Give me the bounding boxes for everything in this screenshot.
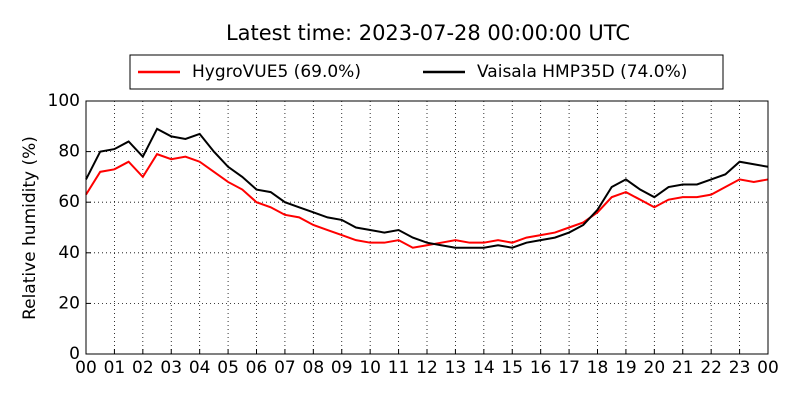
x-tick-label: 13 [445,358,467,378]
y-tick-label: 80 [58,142,80,162]
y-tick-label: 20 [58,293,80,313]
plot-frame [85,100,769,355]
series-line [85,127,769,249]
x-tick-label: 15 [501,358,523,378]
x-tick-label: 05 [217,358,239,378]
x-tick-label: 06 [246,358,268,378]
y-tick-label: 0 [69,344,80,364]
y-tick-label: 60 [58,192,80,212]
x-tick-label: 00 [75,358,97,378]
series-line [85,152,769,249]
chart-title: Latest time: 2023-07-28 00:00:00 UTC [226,21,630,45]
y-tick-label: 100 [48,91,80,111]
x-tick-label: 22 [700,358,722,378]
x-tick-label: 21 [672,358,694,378]
x-tick-label: 03 [160,358,182,378]
x-tick-label: 20 [644,358,666,378]
y-axis-label: Relative humidity (%) [20,136,40,320]
x-tick-label: 08 [303,358,325,378]
x-tick-label: 11 [388,358,410,378]
x-tick-label: 12 [416,358,438,378]
x-tick-label: 02 [132,358,154,378]
x-tick-label: 04 [189,358,211,378]
x-tick-label: 19 [615,358,637,378]
x-tick-label: 17 [558,358,580,378]
legend-label: HygroVUE5 (69.0%) [192,62,361,82]
legend-label: Vaisala HMP35D (74.0%) [477,62,687,82]
x-tick-label: 18 [587,358,609,378]
y-tick-label: 40 [58,243,80,263]
x-tick-label: 14 [473,358,495,378]
x-tick-label: 09 [331,358,353,378]
x-tick-label: 00 [757,358,779,378]
x-tick-label: 07 [274,358,296,378]
x-tick-label: 16 [530,358,552,378]
x-tick-label: 01 [104,358,126,378]
x-tick-label: 23 [729,358,751,378]
x-tick-label: 10 [359,358,381,378]
